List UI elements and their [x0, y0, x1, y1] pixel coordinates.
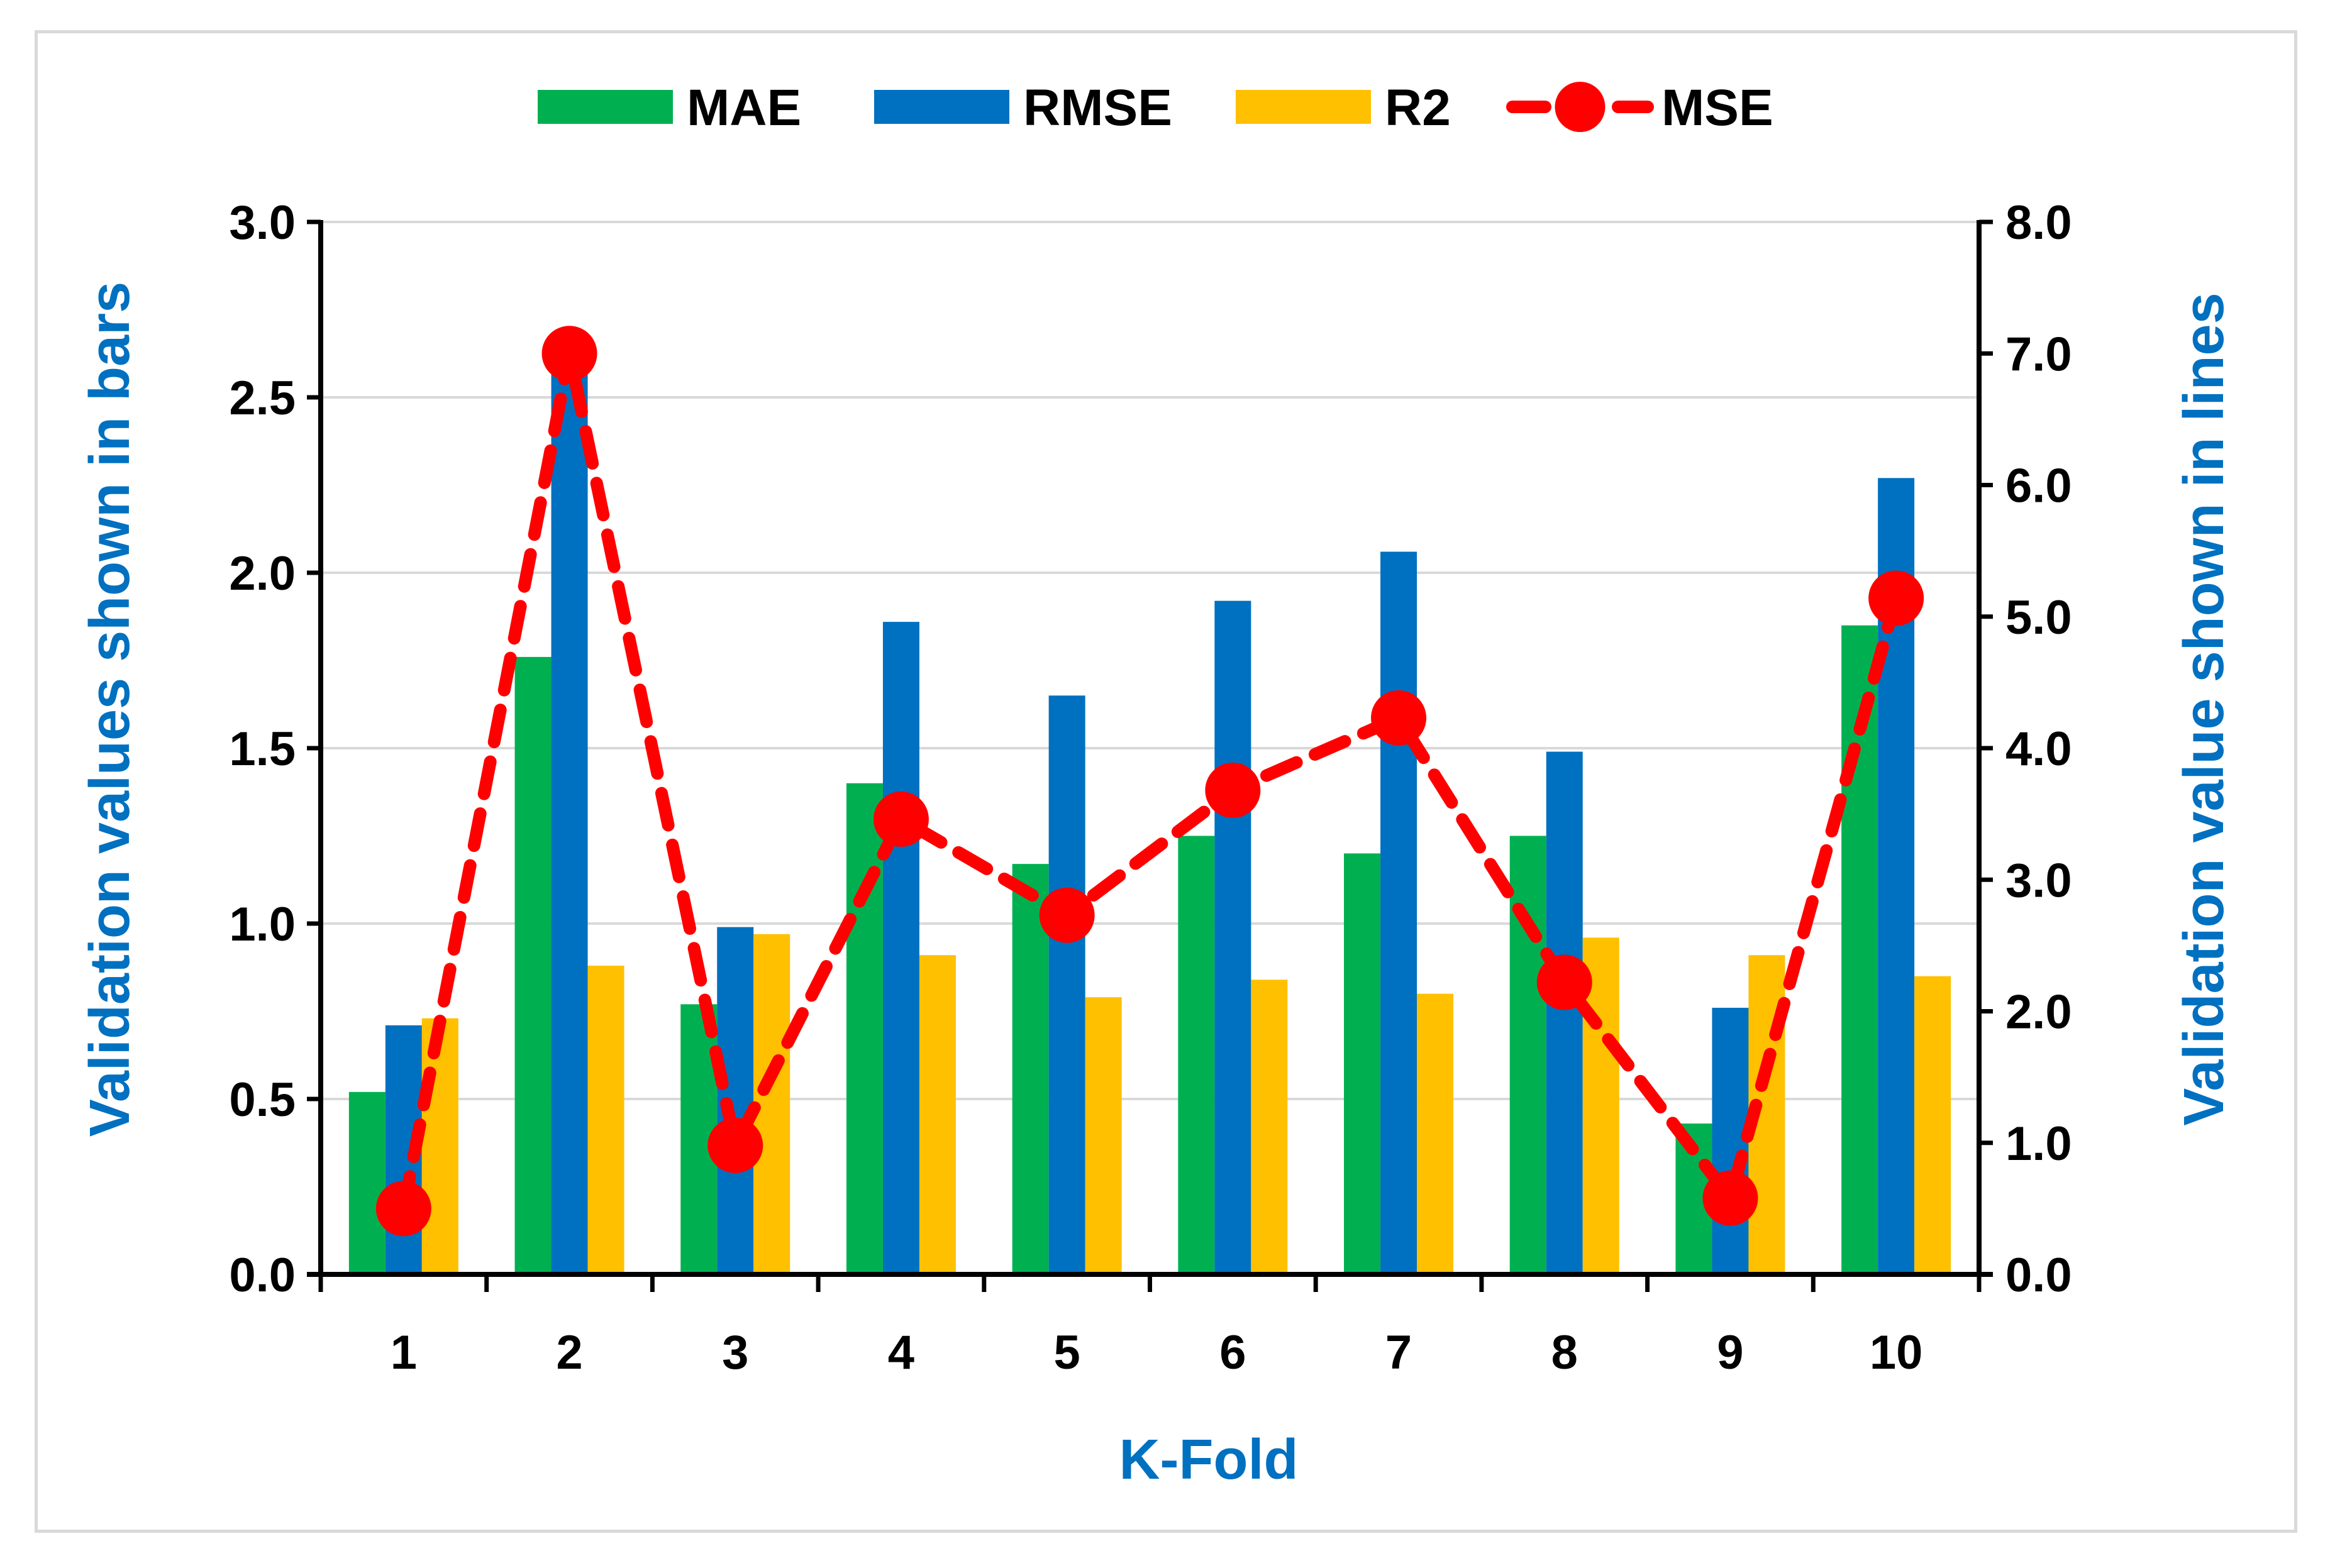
marker-mse-1 [375, 1181, 431, 1237]
y2-tick-label: 4.0 [2005, 722, 2072, 776]
y2-tick-label: 6.0 [2005, 460, 2072, 513]
bar-r2-1 [421, 1018, 458, 1274]
x-tick-label: 6 [1219, 1326, 1246, 1379]
axes [307, 219, 1993, 1292]
bar-mae-1 [348, 1091, 385, 1274]
y-tick-label: 1.5 [229, 722, 296, 776]
x-tick-label: 3 [722, 1326, 748, 1379]
marker-mse-10 [1868, 570, 1924, 626]
marker-mse-9 [1702, 1170, 1758, 1226]
y2-tick-label: 1.0 [2005, 1117, 2072, 1171]
legend-swatch-rmse [874, 90, 1009, 124]
marker-mse-2 [541, 326, 597, 382]
bar-rmse-9 [1712, 1007, 1749, 1274]
marker-mse-6 [1205, 762, 1261, 818]
chart-frame [35, 30, 2297, 1533]
y-axis-title: Validation values shown in bars [79, 282, 141, 1137]
y2-tick-label: 3.0 [2005, 854, 2072, 907]
marker-mse-5 [1039, 887, 1095, 943]
bar-r2-4 [919, 955, 956, 1274]
bar-r2-2 [587, 965, 624, 1274]
legend-label-r2: R2 [1385, 79, 1451, 136]
y-tick-label: 1.0 [229, 898, 296, 951]
bar-mae-6 [1178, 836, 1215, 1274]
mse-line [375, 326, 1924, 1237]
y2-axis-title: Validation value shown in lines [2173, 292, 2236, 1125]
marker-mse-4 [873, 791, 929, 847]
legend-label-rmse: RMSE [1023, 79, 1172, 136]
marker-mse-8 [1536, 954, 1592, 1010]
legend-swatch-mae [538, 90, 673, 124]
legend-swatch-r2 [1236, 90, 1371, 124]
bar-r2-6 [1251, 980, 1288, 1274]
bar-rmse-8 [1546, 751, 1583, 1274]
x-tick-label: 9 [1717, 1326, 1743, 1379]
x-tick-label: 5 [1054, 1326, 1080, 1379]
x-tick-label: 1 [391, 1326, 417, 1379]
x-tick-label: 7 [1385, 1326, 1412, 1379]
bar-rmse-2 [551, 362, 588, 1275]
bar-rmse-4 [882, 622, 919, 1274]
y-tick-label: 0.5 [229, 1073, 296, 1127]
y2-tick-label: 8.0 [2005, 196, 2072, 250]
bar-rmse-5 [1048, 695, 1085, 1274]
x-tick-label: 4 [888, 1326, 914, 1379]
x-tick-label: 2 [556, 1326, 582, 1379]
y2-tick-label: 7.0 [2005, 328, 2072, 381]
x-axis-title: K-Fold [1119, 1428, 1299, 1491]
bar-mae-8 [1509, 836, 1546, 1274]
y2-tick-label: 0.0 [2005, 1249, 2072, 1302]
bar-r2-10 [1914, 976, 1951, 1274]
bar-mae-4 [846, 783, 883, 1274]
marker-mse-3 [707, 1117, 763, 1173]
bar-rmse-7 [1380, 551, 1417, 1274]
x-tick-label: 10 [1870, 1326, 1923, 1379]
marker-mse-7 [1371, 690, 1427, 746]
bar-mae-5 [1012, 864, 1049, 1274]
y-tick-label: 2.5 [229, 372, 296, 425]
y-tick-label: 0.0 [229, 1249, 296, 1302]
legend-label-mse: MSE [1661, 79, 1773, 136]
y2-tick-label: 2.0 [2005, 986, 2072, 1039]
tick-labels: 0.0 0.5 1.0 1.5 2.0 2.5 3.0 0.0 1.0 2.0 3.0 4.0 5.0 6… [229, 196, 2072, 1379]
bar-rmse-6 [1214, 600, 1251, 1274]
x-tick-label: 8 [1551, 1326, 1578, 1379]
bar-mae-2 [514, 656, 552, 1274]
y-tick-label: 3.0 [229, 196, 296, 250]
y2-tick-label: 5.0 [2005, 591, 2072, 644]
legend-label-mae: MAE [687, 79, 801, 136]
y-tick-label: 2.0 [229, 547, 296, 600]
bars [348, 362, 1951, 1275]
bar-r2-7 [1417, 993, 1454, 1274]
line-mse [397, 347, 1903, 1215]
legend: MAE RMSE R2 MSE [538, 79, 1773, 136]
bar-mae-7 [1344, 853, 1381, 1274]
legend-marker-mse [1555, 82, 1606, 132]
bar-r2-5 [1085, 997, 1122, 1274]
